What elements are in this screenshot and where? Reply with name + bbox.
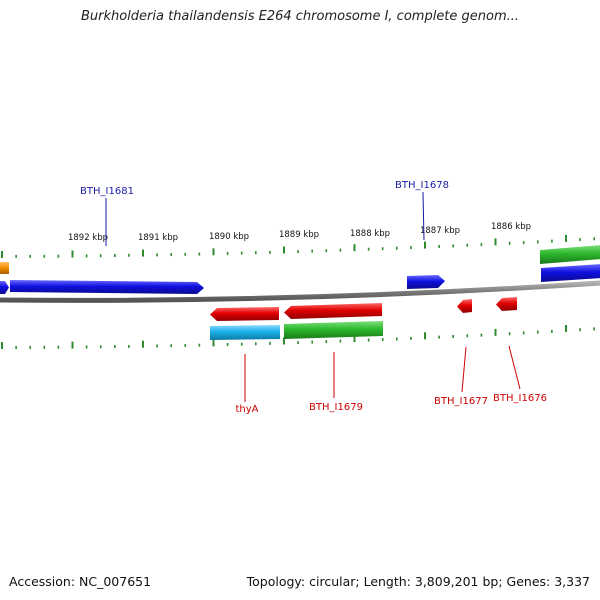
- gene-feature-bth-i1677[interactable]: [457, 299, 472, 313]
- scale-label: 1889 kbp: [279, 230, 319, 240]
- gene-feature-thya[interactable]: [210, 307, 279, 321]
- forward-strand-genes: [0, 245, 600, 294]
- gene-label-bth-i1679[interactable]: BTH_I1679: [309, 402, 363, 413]
- leader-line: [422, 191, 425, 241]
- genome-summary-text: Topology: circular; Length: 3,809,201 bp…: [246, 574, 590, 589]
- gene-feature[interactable]: [0, 262, 9, 274]
- label-leaders: [105, 191, 521, 402]
- gene-feature[interactable]: [541, 264, 600, 282]
- gene-label-thya[interactable]: thyA: [235, 404, 258, 415]
- scale-label: 1890 kbp: [209, 232, 249, 242]
- accession-text: Accession: NC_007651: [9, 574, 152, 589]
- gene-feature-bth-i1676[interactable]: [496, 297, 517, 311]
- scale-label: 1887 kbp: [420, 226, 460, 236]
- reverse-strand-genes: [210, 297, 517, 340]
- gene-label-bth-i1678[interactable]: BTH_I1678: [395, 180, 449, 191]
- gene-labels: BTH_I1681 BTH_I1678 thyA BTH_I1679 BTH_I…: [80, 180, 547, 415]
- gene-feature[interactable]: [540, 245, 600, 264]
- gene-feature-bth-i1678[interactable]: [407, 275, 445, 289]
- gene-feature-bth-i1681[interactable]: [10, 280, 204, 294]
- leader-line: [461, 346, 467, 393]
- scale-label: 1886 kbp: [491, 222, 531, 232]
- scale-label: 1891 kbp: [138, 233, 178, 243]
- scale-label: 1892 kbp: [68, 233, 108, 243]
- gene-feature[interactable]: [0, 281, 9, 294]
- reverse-scale-ticks: [1, 325, 596, 349]
- scale-label: 1888 kbp: [350, 229, 390, 239]
- gene-feature[interactable]: [210, 325, 280, 340]
- gene-label-bth-i1677[interactable]: BTH_I1677: [434, 396, 488, 407]
- backbone-arc: [0, 280, 600, 303]
- leader-line: [508, 345, 521, 390]
- gene-feature[interactable]: [284, 321, 383, 339]
- gene-label-bth-i1676[interactable]: BTH_I1676: [493, 393, 547, 404]
- gene-feature-bth-i1679[interactable]: [284, 303, 382, 319]
- gene-label-bth-i1681[interactable]: BTH_I1681: [80, 186, 134, 197]
- map-title: Burkholderia thailandensis E264 chromoso…: [80, 9, 520, 24]
- forward-scale-ticks: [1, 234, 596, 258]
- scale-labels: 1892 kbp 1891 kbp 1890 kbp 1889 kbp 1888…: [68, 222, 531, 243]
